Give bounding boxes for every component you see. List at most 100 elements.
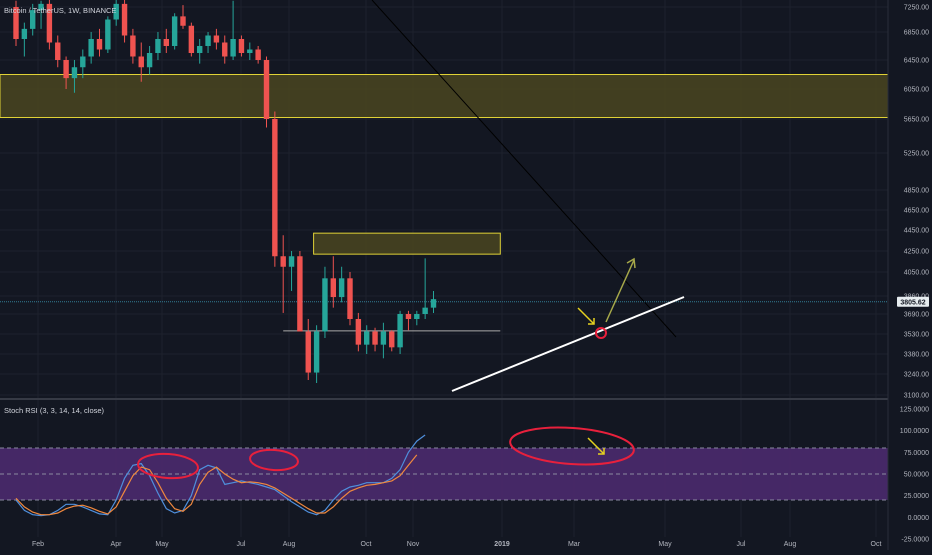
candle-body [380, 331, 387, 345]
price-tick-label: 4050.00 [904, 270, 929, 277]
candle-body [71, 67, 78, 79]
time-tick-label: Aug [784, 541, 797, 548]
price-badge-box [897, 296, 929, 307]
time-tick-label: Oct [361, 541, 372, 548]
rsi-tick-label: 0.0000 [908, 515, 930, 522]
rsi-d-line [15, 454, 418, 516]
candle-body [55, 42, 61, 60]
price-tick-label: 6050.00 [904, 87, 929, 94]
symbol-label: Bitcoin / TetherUS, 1W, BINANCE [4, 6, 116, 15]
stoch-rsi-panel [0, 426, 888, 517]
candle-body [238, 39, 245, 53]
price-badge-text: 3805.62 [900, 299, 925, 306]
candle-body [288, 256, 295, 267]
candle-body [405, 314, 412, 319]
rsi-yellow-arrow-shaft [587, 437, 605, 455]
time-tick-label: May [658, 541, 672, 548]
candle-body [38, 3, 44, 11]
candle-body [272, 119, 278, 257]
time-tick-label: Apr [111, 541, 123, 548]
price-tick-label: 5650.00 [904, 117, 929, 124]
candle-body [197, 46, 203, 53]
time-tick-label: Nov [407, 541, 420, 548]
price-tick-label: 4650.00 [904, 208, 929, 215]
candle-body [13, 7, 19, 39]
touch-point-circle [595, 327, 607, 339]
candle-body [430, 299, 437, 308]
rsi-highlight-ellipse [137, 452, 199, 480]
time-tick-label: Mar [568, 541, 581, 548]
candle-body [338, 278, 345, 298]
candle-body [222, 42, 228, 57]
candle-body [21, 28, 28, 39]
rsi-highlight-ellipse [249, 448, 299, 472]
rsi-tick-label: 75.0000 [904, 450, 929, 457]
price-tick-label: 6450.00 [904, 58, 929, 65]
candle-body [46, 3, 53, 43]
yellow-arrow-head [588, 318, 595, 325]
candle-body [113, 3, 119, 20]
candle-body [130, 35, 136, 57]
candle-body [138, 56, 144, 68]
header-labels: Bitcoin / TetherUS, 1W, BINANCE Stoch RS… [4, 6, 116, 415]
candle-body [313, 331, 320, 373]
candle-body [247, 49, 253, 53]
candle-body [280, 256, 286, 267]
target-zone [313, 232, 501, 255]
time-tick-label: Jul [737, 541, 746, 548]
rsi-yellow-arrow-head [598, 448, 605, 455]
candle-body [180, 16, 186, 26]
candle-body [305, 331, 311, 373]
indicator-label: Stoch RSI (3, 3, 14, 14, close) [4, 406, 105, 415]
time-tick-label: Aug [283, 541, 296, 548]
candle-body [297, 256, 303, 332]
rsi-tick-label: 125.0000 [900, 407, 929, 414]
candle-body [355, 319, 362, 345]
rsi-highlight-ellipse [509, 426, 635, 466]
time-tick-label: Feb [32, 541, 44, 548]
candle-body [422, 307, 428, 314]
price-tick-label: 7250.00 [904, 5, 929, 12]
candle-body [96, 39, 103, 50]
candle-body [88, 39, 94, 57]
price-tick-label: 4250.00 [904, 249, 929, 256]
axes: 7250.00 6850.00 6450.00 6050.00 5650.00 5250.… [32, 0, 932, 550]
olive-arrow-head [626, 257, 636, 269]
rsi-tick-label: 100.0000 [900, 428, 929, 435]
downtrend-line [371, 0, 677, 338]
candle-body [155, 39, 161, 53]
time-tick-label: Oct [871, 541, 882, 548]
candle-body [80, 56, 86, 68]
candle-body [364, 331, 370, 345]
candle-body [171, 16, 178, 46]
candle-body [30, 10, 36, 29]
candle-body [121, 3, 128, 36]
candle-body [397, 314, 403, 348]
yellow-arrow-shaft [577, 307, 595, 325]
price-tick-label: 3530.00 [904, 332, 929, 339]
rsi-tick-label: 25.0000 [904, 493, 929, 500]
candle-body [263, 60, 270, 119]
time-tick-label: Jul [237, 541, 246, 548]
time-tick-label: 2019 [494, 541, 510, 548]
price-tick-label: 3380.00 [904, 352, 929, 359]
ascending-trendline [451, 296, 685, 392]
price-tick-label: 3100.00 [904, 393, 929, 400]
candle-body [372, 331, 378, 345]
price-tick-label: 4450.00 [904, 228, 929, 235]
price-tick-label: 3240.00 [904, 372, 929, 379]
candle-body [414, 314, 420, 319]
candle-body [230, 39, 236, 57]
candle-body [330, 278, 336, 298]
olive-arrow-shaft [605, 259, 635, 323]
candle-body [347, 278, 353, 319]
candle-body [255, 49, 261, 60]
rsi-tick-label: 50.0000 [904, 472, 929, 479]
candle-body [105, 19, 111, 50]
candle-body [213, 35, 220, 43]
candle-body [146, 53, 153, 68]
price-tick-label: 5250.00 [904, 151, 929, 158]
candle-body [188, 25, 195, 53]
